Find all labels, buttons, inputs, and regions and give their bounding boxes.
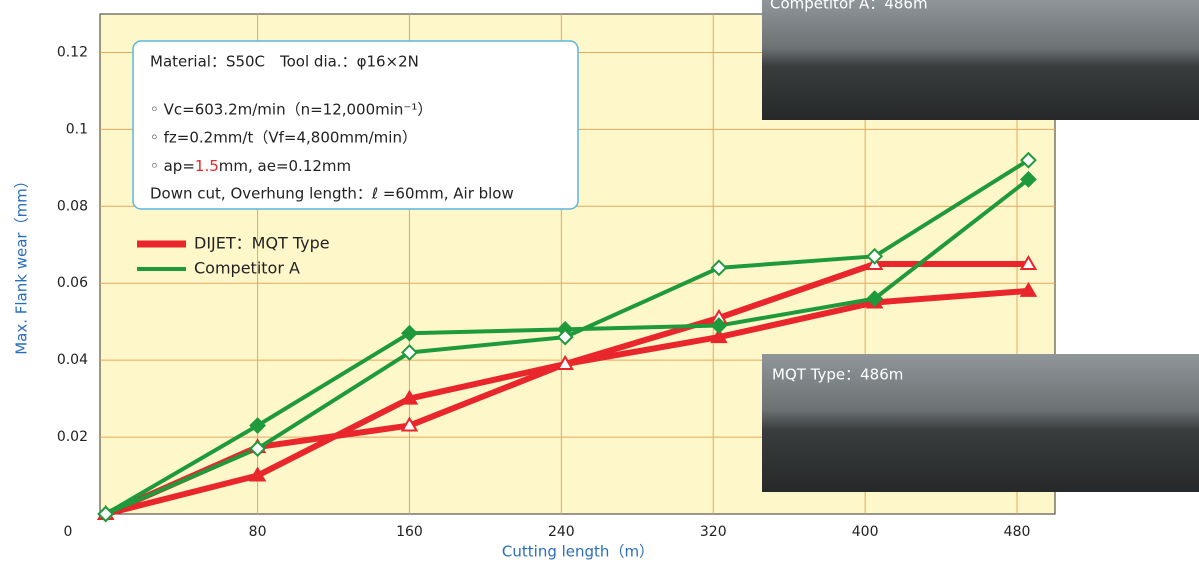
- condition-line: ◦ fz=0.2mm/t（Vf=4,800mm/min）: [150, 129, 417, 147]
- x-tick-label: 160: [396, 524, 423, 540]
- marker: [97, 505, 115, 523]
- y-tick-label: 0.06: [57, 275, 88, 291]
- condition-part: ◦ ap=: [150, 157, 195, 175]
- marker: [710, 317, 728, 334]
- marker: [249, 417, 266, 434]
- x-axis-title: Cutting length（m）: [502, 543, 654, 561]
- x-tick-label: 320: [700, 524, 727, 540]
- condition-line: ◦ Vc=603.2m/min（n=12,000min⁻¹）: [150, 101, 432, 119]
- x-tick-label: 480: [1004, 524, 1031, 540]
- marker: [710, 259, 728, 277]
- marker: [248, 466, 267, 482]
- marker: [1019, 281, 1038, 297]
- marker: [1020, 151, 1037, 169]
- x-tick-label: 80: [249, 524, 267, 540]
- y-tick-label: 0.02: [57, 429, 88, 445]
- photo-caption: Competitor A：486m: [770, 0, 928, 13]
- condition-part: mm, ae=0.12mm: [219, 157, 351, 175]
- condition-box: [132, 40, 579, 210]
- marker: [710, 328, 728, 344]
- condition-line: ◦ ap=1.5mm, ae=0.12mm: [150, 157, 351, 175]
- marker: [866, 290, 884, 308]
- condition-part: 1.5: [195, 157, 219, 175]
- marker: [249, 440, 266, 458]
- condition-line: Material：S50C Tool dia.：φ16×2N: [150, 53, 419, 71]
- x-tick-label: 400: [852, 524, 879, 540]
- marker: [1019, 255, 1038, 270]
- marker: [400, 416, 419, 432]
- legend-label: Competitor A: [194, 259, 300, 278]
- marker: [866, 247, 884, 265]
- marker: [1020, 170, 1037, 188]
- x-tick-label: 0: [64, 524, 73, 540]
- marker: [401, 324, 418, 342]
- y-axis-title: Max. Flank wear（mm）: [13, 173, 31, 355]
- marker: [400, 389, 419, 405]
- photo: [762, 354, 1199, 492]
- marker: [556, 355, 574, 370]
- legend-label: DIJET：MQT Type: [194, 234, 330, 253]
- photo: [762, 0, 1199, 120]
- condition-line: Down cut, Overhung length：ℓ =60mm, Air b…: [150, 185, 514, 203]
- y-tick-label: 0.12: [57, 44, 88, 60]
- marker: [556, 328, 574, 346]
- y-tick-label: 0.1: [66, 121, 88, 137]
- y-tick-label: 0.04: [57, 352, 88, 368]
- marker: [401, 344, 418, 361]
- photo-caption: MQT Type：486m: [772, 366, 903, 384]
- x-tick-label: 240: [548, 524, 575, 540]
- y-tick-label: 0.08: [57, 198, 88, 214]
